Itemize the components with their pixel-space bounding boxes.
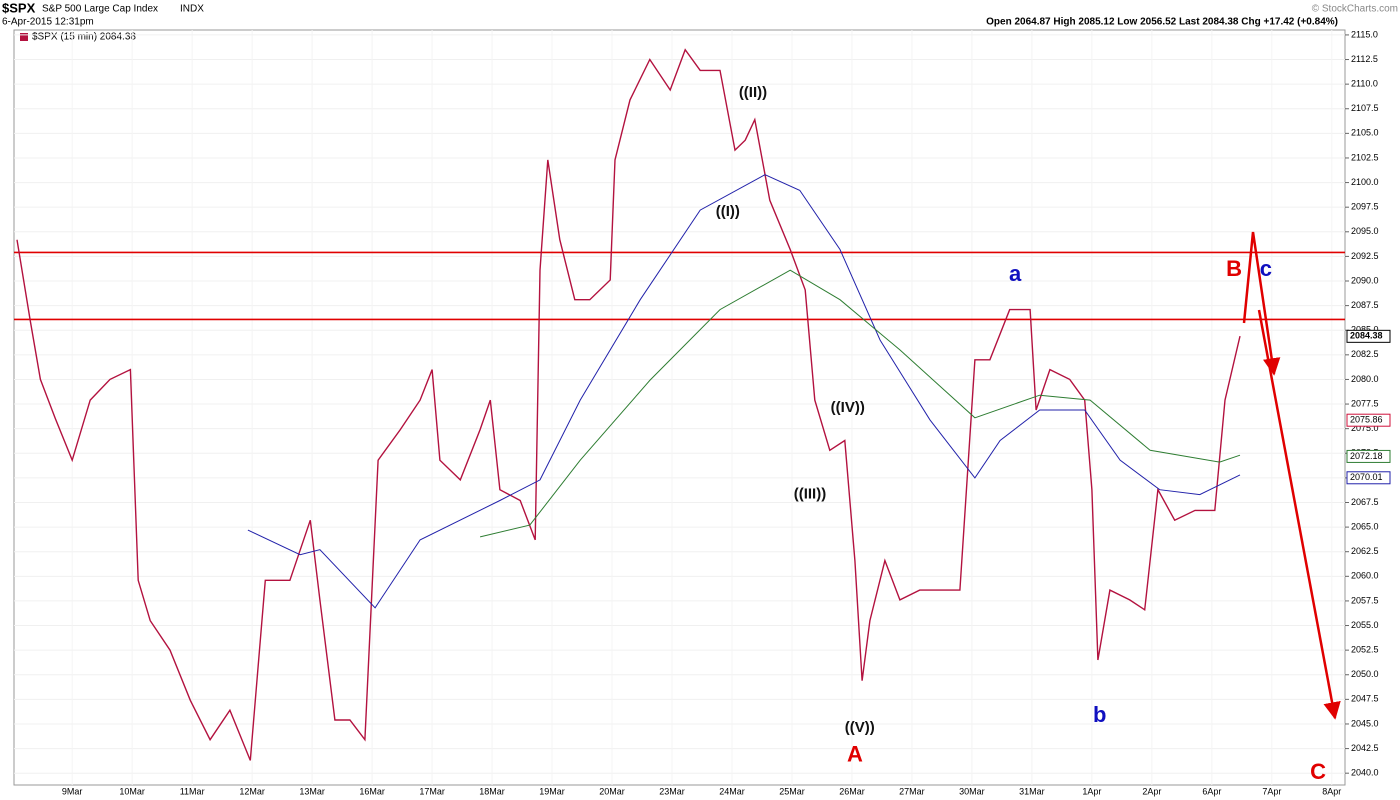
projection-arrow — [1242, 231, 1281, 376]
legend-swatch — [20, 33, 28, 41]
date: 6-Apr-2015 12:31pm — [2, 17, 94, 28]
price-label-box — [1346, 449, 1391, 463]
y-tick-label: 2090.0 — [1351, 275, 1379, 285]
y-tick-label: 2057.5 — [1351, 595, 1379, 605]
wave-label: A — [847, 741, 863, 766]
moving-average — [247, 174, 1241, 609]
x-tick-label: 25Mar — [779, 786, 805, 796]
y-tick-label: 2095.0 — [1351, 226, 1379, 236]
x-tick-label: 24Mar — [719, 786, 745, 796]
x-tick-label: 9Mar — [62, 786, 83, 796]
y-tick-label: 2097.5 — [1351, 202, 1379, 212]
wave-label: ((V)) — [845, 719, 875, 736]
x-tick-label: 16Mar — [359, 786, 385, 796]
y-tick-label: 2100.0 — [1351, 177, 1379, 187]
price-label: 2072.18 — [1350, 451, 1383, 461]
y-tick-label: 2080.0 — [1351, 374, 1379, 384]
price-label: 2075.86 — [1350, 415, 1383, 425]
wave-label: B — [1226, 256, 1242, 281]
y-tick-label: 2052.5 — [1351, 645, 1379, 655]
x-tick-label: 2Apr — [1142, 786, 1161, 796]
projection-arrow-long — [1257, 309, 1341, 720]
legend: $SPX (15 min) 2084.38 — [32, 32, 136, 43]
x-tick-label: 20Mar — [599, 786, 625, 796]
x-tick-label: 31Mar — [1019, 786, 1045, 796]
y-tick-label: 2115.0 — [1351, 29, 1378, 39]
price-label-box — [1346, 471, 1391, 485]
price-label: 2070.01 — [1350, 472, 1383, 482]
x-tick-label: 30Mar — [959, 786, 985, 796]
y-tick-label: 2112.5 — [1351, 54, 1378, 64]
y-tick-label: 2042.5 — [1351, 743, 1379, 753]
y-tick-label: 2107.5 — [1351, 103, 1379, 113]
y-tick-label: 2067.5 — [1351, 497, 1379, 507]
price-label-box — [1346, 329, 1391, 343]
wave-label: c — [1260, 256, 1272, 281]
x-tick-label: 18Mar — [479, 786, 505, 796]
x-tick-label: 23Mar — [659, 786, 685, 796]
x-tick-label: 19Mar — [539, 786, 565, 796]
y-tick-label: 2065.0 — [1351, 521, 1379, 531]
y-tick-label: 2045.0 — [1351, 718, 1379, 728]
moving-average — [479, 269, 1241, 538]
x-tick-label: 10Mar — [119, 786, 145, 796]
y-tick-label: 2087.5 — [1351, 300, 1379, 310]
x-tick-label: 17Mar — [419, 786, 445, 796]
y-tick-label: 2047.5 — [1351, 694, 1379, 704]
price-line — [16, 48, 1241, 761]
x-tick-label: 8Apr — [1322, 786, 1341, 796]
x-tick-label: 13Mar — [299, 786, 325, 796]
y-tick-label: 2102.5 — [1351, 152, 1379, 162]
wave-label: ((III)) — [794, 486, 826, 503]
y-tick-label: 2062.5 — [1351, 546, 1379, 556]
wave-label: ((IV)) — [831, 399, 865, 416]
y-tick-label: 2092.5 — [1351, 251, 1379, 261]
y-tick-label: 2085.0 — [1351, 325, 1379, 335]
y-tick-label: 2040.0 — [1351, 768, 1379, 778]
x-tick-label: 6Apr — [1202, 786, 1221, 796]
price-label: 2084.38 — [1350, 331, 1383, 341]
wave-label: b — [1093, 702, 1106, 727]
wave-label: C — [1310, 759, 1326, 784]
wave-label: ((I)) — [716, 203, 740, 220]
y-tick-label: 2077.5 — [1351, 398, 1379, 408]
x-tick-label: 11Mar — [180, 786, 205, 796]
credit: © StockCharts.com — [1312, 4, 1398, 15]
price-label-box — [1346, 413, 1391, 427]
x-tick-label: 12Mar — [239, 786, 265, 796]
y-tick-label: 2082.5 — [1351, 349, 1379, 359]
wave-label: ((II)) — [739, 84, 767, 101]
x-tick-label: 7Apr — [1262, 786, 1281, 796]
x-tick-label: 27Mar — [899, 786, 925, 796]
y-tick-label: 2105.0 — [1351, 128, 1379, 138]
x-tick-label: 26Mar — [839, 786, 865, 796]
symbol: $SPX — [2, 0, 36, 15]
y-tick-label: 2060.0 — [1351, 571, 1379, 581]
x-tick-label: 1Apr — [1082, 786, 1101, 796]
plot-frame — [13, 29, 1346, 786]
y-tick-label: 2050.0 — [1351, 669, 1379, 679]
y-tick-label: 2110.0 — [1351, 79, 1378, 89]
y-tick-label: 2075.0 — [1351, 423, 1379, 433]
y-tick-label: 2055.0 — [1351, 620, 1379, 630]
quote: Open 2064.87 High 2085.12 Low 2056.52 La… — [986, 17, 1338, 28]
exchange: INDX — [180, 4, 204, 15]
index-name: S&P 500 Large Cap Index — [42, 4, 158, 15]
wave-label: a — [1009, 261, 1022, 286]
